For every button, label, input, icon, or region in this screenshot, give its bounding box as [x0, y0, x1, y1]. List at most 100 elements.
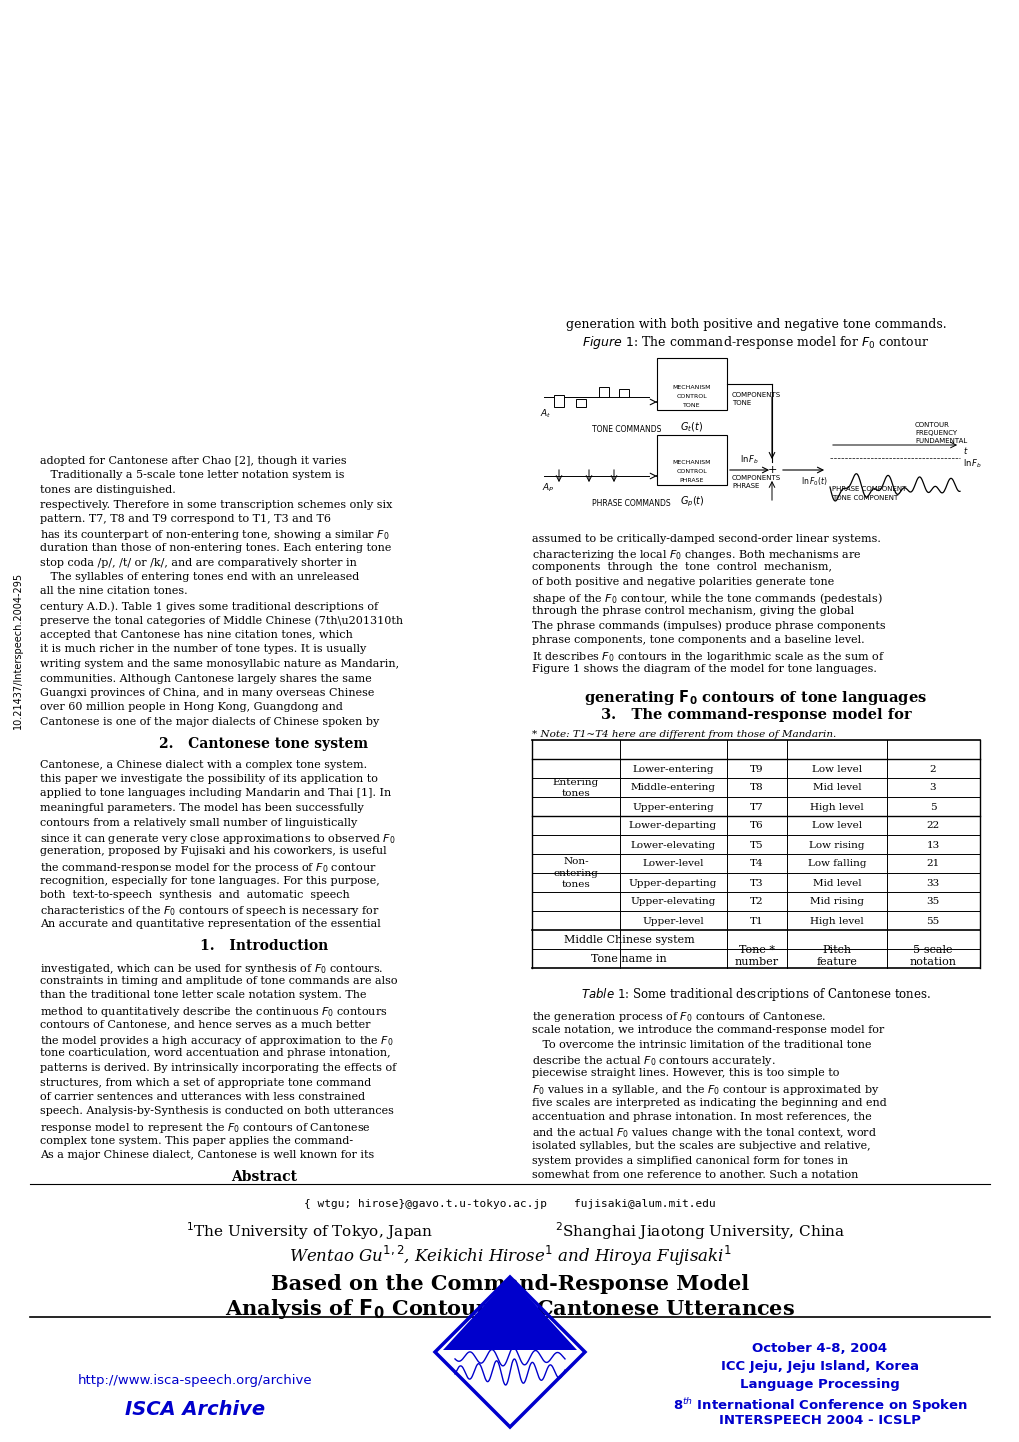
- Text: characteristics of the $F_0$ contours of speech is necessary for: characteristics of the $F_0$ contours of…: [40, 904, 379, 919]
- Text: generating $\mathbf{F_0}$ contours of tone languages: generating $\mathbf{F_0}$ contours of to…: [584, 688, 926, 707]
- Text: Wentao Gu$^{1, 2}$, Keikichi Hirose$^1$ and Hiroya Fujisaki$^1$: Wentao Gu$^{1, 2}$, Keikichi Hirose$^1$ …: [288, 1244, 731, 1268]
- Text: duration than those of non-entering tones. Each entering tone: duration than those of non-entering tone…: [40, 544, 391, 552]
- Text: $\it{Table\ 1}$: Some traditional descriptions of Cantonese tones.: $\it{Table\ 1}$: Some traditional descri…: [581, 986, 930, 1004]
- Text: than the traditional tone letter scale notation system. The: than the traditional tone letter scale n…: [40, 991, 366, 1001]
- Text: Cantonese is one of the major dialects of Chinese spoken by: Cantonese is one of the major dialects o…: [40, 717, 379, 727]
- Text: TONE: TONE: [732, 399, 751, 407]
- Text: tones are distinguished.: tones are distinguished.: [40, 485, 175, 495]
- Text: characterizing the local $F_0$ changes. Both mechanisms are: characterizing the local $F_0$ changes. …: [532, 548, 861, 562]
- Text: T9: T9: [749, 764, 763, 773]
- Text: generation with both positive and negative tone commands.: generation with both positive and negati…: [566, 319, 946, 332]
- Text: accentuation and phrase intonation. In most references, the: accentuation and phrase intonation. In m…: [532, 1112, 871, 1122]
- Text: contours from a relatively small number of linguistically: contours from a relatively small number …: [40, 818, 357, 828]
- Text: $\ln F_b$: $\ln F_b$: [739, 454, 758, 467]
- Text: of carrier sentences and utterances with less constrained: of carrier sentences and utterances with…: [40, 1092, 365, 1102]
- Text: respectively. Therefore in some transcription schemes only six: respectively. Therefore in some transcri…: [40, 499, 392, 509]
- Text: MECHANISM: MECHANISM: [673, 460, 710, 464]
- Text: Mid rising: Mid rising: [809, 897, 863, 907]
- Text: Middle Chinese system: Middle Chinese system: [564, 934, 694, 945]
- Text: INTERSPEECH 2004 - ICSLP: INTERSPEECH 2004 - ICSLP: [718, 1415, 920, 1428]
- Text: applied to tone languages including Mandarin and Thai [1]. In: applied to tone languages including Mand…: [40, 789, 391, 799]
- Text: phrase components, tone components and a baseline level.: phrase components, tone components and a…: [532, 634, 864, 645]
- Text: 1.   Introduction: 1. Introduction: [200, 939, 328, 953]
- Text: $G_p(t)$: $G_p(t)$: [679, 495, 704, 509]
- Text: { wtgu; hirose}@gavo.t.u-tokyo.ac.jp    fujisaki@alum.mit.edu: { wtgu; hirose}@gavo.t.u-tokyo.ac.jp fuj…: [304, 1198, 715, 1208]
- Text: the command-response model for the process of $F_0$ contour: the command-response model for the proce…: [40, 861, 376, 875]
- Text: $\it{Figure\ 1}$: The command-response model for $F_0$ contour: $\it{Figure\ 1}$: The command-response m…: [582, 335, 929, 350]
- Text: 2.   Cantonese tone system: 2. Cantonese tone system: [159, 737, 368, 751]
- Text: through the phrase control mechanism, giving the global: through the phrase control mechanism, gi…: [532, 606, 853, 616]
- Text: October 4-8, 2004: October 4-8, 2004: [752, 1343, 887, 1355]
- Text: Upper-departing: Upper-departing: [628, 878, 716, 887]
- Text: T3: T3: [749, 878, 763, 887]
- Text: five scales are interpreted as indicating the beginning and end: five scales are interpreted as indicatin…: [532, 1097, 886, 1107]
- Text: century A.D.). Table 1 gives some traditional descriptions of: century A.D.). Table 1 gives some tradit…: [40, 601, 378, 611]
- Bar: [532, 342, 979, 508]
- Text: accepted that Cantonese has nine citation tones, which: accepted that Cantonese has nine citatio…: [40, 630, 353, 640]
- Text: T6: T6: [749, 822, 763, 831]
- Text: Mid level: Mid level: [812, 878, 860, 887]
- Text: Upper-entering: Upper-entering: [632, 803, 713, 812]
- Text: T7: T7: [749, 803, 763, 812]
- Text: Mid level: Mid level: [812, 783, 860, 793]
- Bar: [656, 435, 727, 485]
- Text: Abstract: Abstract: [230, 1169, 297, 1184]
- Text: Tone *
number: Tone * number: [735, 945, 779, 966]
- Text: components  through  the  tone  control  mechanism,: components through the tone control mech…: [532, 562, 832, 572]
- Text: CONTROL: CONTROL: [676, 469, 707, 474]
- Polygon shape: [442, 1278, 577, 1350]
- Text: since it can generate very close approximations to observed $F_0$: since it can generate very close approxi…: [40, 832, 395, 846]
- Text: scale notation, we introduce the command-response model for: scale notation, we introduce the command…: [532, 1025, 883, 1035]
- Text: Upper-elevating: Upper-elevating: [630, 897, 715, 907]
- Text: somewhat from one reference to another. Such a notation: somewhat from one reference to another. …: [532, 1169, 858, 1180]
- Text: contours of Cantonese, and hence serves as a much better: contours of Cantonese, and hence serves …: [40, 1019, 370, 1030]
- Text: 55: 55: [925, 917, 938, 926]
- Bar: [619, 389, 629, 397]
- Text: method to quantitatively describe the continuous $F_0$ contours: method to quantitatively describe the co…: [40, 1005, 387, 1019]
- Text: FUNDAMENTAL: FUNDAMENTAL: [914, 438, 966, 444]
- Text: tone coarticulation, word accentuation and phrase intonation,: tone coarticulation, word accentuation a…: [40, 1048, 390, 1058]
- Text: $\ln F_b$: $\ln F_b$: [962, 459, 981, 470]
- Text: preserve the tonal categories of Middle Chinese (7th\u201310th: preserve the tonal categories of Middle …: [40, 616, 403, 626]
- Text: Analysis of $\mathbf{F_0}$ Contours of Cantonese Utterances: Analysis of $\mathbf{F_0}$ Contours of C…: [225, 1296, 794, 1321]
- Text: $F_0$ values in a syllable, and the $F_0$ contour is approximated by: $F_0$ values in a syllable, and the $F_0…: [532, 1083, 878, 1097]
- Text: Pitch
feature: Pitch feature: [816, 945, 857, 966]
- Text: TONE COMPONENT: TONE COMPONENT: [832, 495, 898, 500]
- Text: communities. Although Cantonese largely shares the same: communities. Although Cantonese largely …: [40, 673, 371, 684]
- Text: 5: 5: [928, 803, 935, 812]
- Text: http://www.isca-speech.org/archive: http://www.isca-speech.org/archive: [77, 1374, 312, 1387]
- Text: MECHANISM: MECHANISM: [673, 385, 710, 389]
- Text: 3.   The command-response model for: 3. The command-response model for: [600, 708, 910, 722]
- Text: 8$^{th}$ International Conference on Spoken: 8$^{th}$ International Conference on Spo…: [672, 1396, 966, 1415]
- Text: Guangxi provinces of China, and in many overseas Chinese: Guangxi provinces of China, and in many …: [40, 688, 374, 698]
- Text: investigated, which can be used for synthesis of $F_0$ contours.: investigated, which can be used for synt…: [40, 962, 383, 975]
- Text: response model to represent the $F_0$ contours of Cantonese: response model to represent the $F_0$ co…: [40, 1120, 370, 1135]
- Text: 33: 33: [925, 878, 938, 887]
- Text: constraints in timing and amplitude of tone commands are also: constraints in timing and amplitude of t…: [40, 976, 397, 986]
- Text: shape of the $F_0$ contour, while the tone commands (pedestals): shape of the $F_0$ contour, while the to…: [532, 591, 881, 607]
- Text: As a major Chinese dialect, Cantonese is well known for its: As a major Chinese dialect, Cantonese is…: [40, 1151, 374, 1159]
- Text: COMPONENTS: COMPONENTS: [732, 392, 781, 398]
- Text: 2: 2: [928, 764, 935, 773]
- Text: To overcome the intrinsic limitation of the traditional tone: To overcome the intrinsic limitation of …: [532, 1040, 870, 1050]
- Text: Lower-level: Lower-level: [642, 859, 703, 868]
- Text: ICC Jeju, Jeju Island, Korea: ICC Jeju, Jeju Island, Korea: [720, 1360, 918, 1373]
- Text: generation, proposed by Fujisaki and his coworkers, is useful: generation, proposed by Fujisaki and his…: [40, 846, 386, 857]
- Text: system provides a simplified canonical form for tones in: system provides a simplified canonical f…: [532, 1155, 847, 1165]
- Text: $G_t(t)$: $G_t(t)$: [680, 420, 703, 434]
- Text: it is much richer in the number of tone types. It is usually: it is much richer in the number of tone …: [40, 645, 366, 655]
- Text: $t$: $t$: [962, 446, 968, 456]
- Text: T2: T2: [749, 897, 763, 907]
- Text: Entering
tones: Entering tones: [552, 777, 598, 797]
- Text: Figure 1 shows the diagram of the model for tone languages.: Figure 1 shows the diagram of the model …: [532, 663, 876, 673]
- Bar: [576, 399, 586, 407]
- Text: $^1$The University of Tokyo, Japan: $^1$The University of Tokyo, Japan: [186, 1220, 433, 1242]
- Text: PHRASE COMPONENT: PHRASE COMPONENT: [832, 486, 906, 492]
- Text: Upper-level: Upper-level: [642, 917, 703, 926]
- Text: Low level: Low level: [811, 764, 861, 773]
- Text: * Note: T1~T4 here are different from those of Mandarin.: * Note: T1~T4 here are different from th…: [532, 730, 836, 738]
- Text: patterns is derived. By intrinsically incorporating the effects of: patterns is derived. By intrinsically in…: [40, 1063, 395, 1073]
- Text: CONTOUR: CONTOUR: [914, 423, 949, 428]
- Bar: [553, 395, 564, 407]
- Text: $A_P$: $A_P$: [541, 482, 554, 493]
